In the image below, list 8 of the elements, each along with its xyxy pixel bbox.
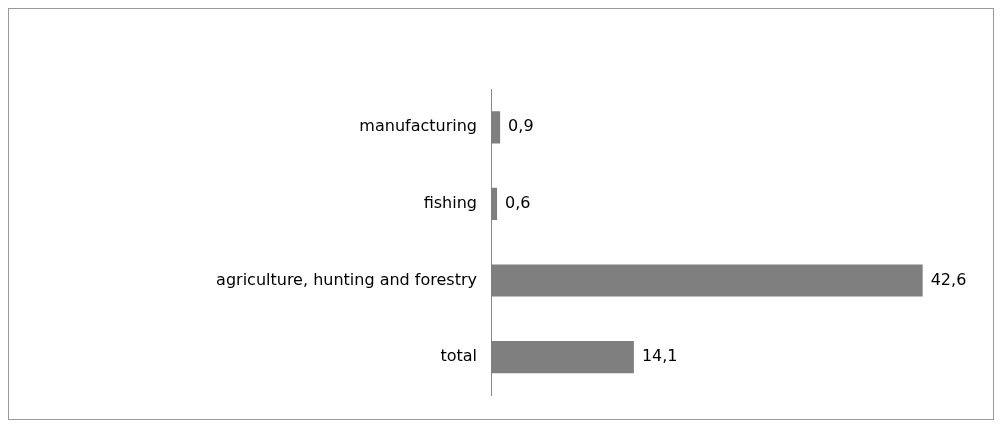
data-label: 42,6 [930,269,967,289]
data-label: 0,9 [508,116,534,136]
y-tick-label: agriculture, hunting and forestry [216,269,477,289]
y-tick-label: total [440,346,477,366]
data-label: 0,6 [505,193,531,213]
data-label: 14,1 [641,346,678,366]
y-tick-label: manufacturing [359,116,477,136]
y-tick-label: fishing [423,193,477,213]
